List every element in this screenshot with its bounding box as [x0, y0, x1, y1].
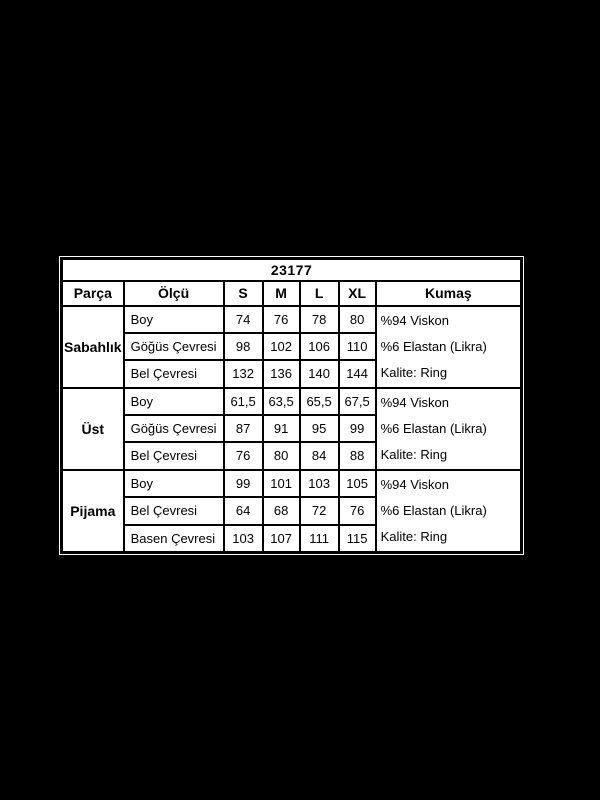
- table-row: Bel Çevresi 64 68 72 76: [62, 496, 522, 526]
- fabric-info-pijama: %94 Viskon %6 Elastan (Likra) Kalite: Ri…: [374, 468, 523, 553]
- size-value: 107: [261, 523, 301, 553]
- size-value: 99: [222, 468, 264, 498]
- size-chart-table: 23177 Parça Ölçü S M L XL Kumaş Sabahlık…: [60, 257, 524, 554]
- size-value: 67,5: [337, 386, 377, 416]
- size-value: 103: [222, 523, 264, 553]
- fabric-line: %94 Viskon: [380, 476, 450, 492]
- fabric-line: %94 Viskon: [380, 312, 450, 328]
- size-value: 72: [298, 496, 340, 526]
- column-header-kumas: Kumaş: [374, 279, 523, 307]
- measure-label: Boy: [122, 304, 225, 334]
- column-header-xl: XL: [337, 279, 377, 307]
- size-value: 144: [337, 359, 377, 389]
- size-value: 78: [298, 304, 340, 334]
- size-value: 63,5: [261, 386, 301, 416]
- size-value: 64: [222, 496, 264, 526]
- fabric-line: %94 Viskon: [380, 394, 450, 410]
- size-value: 99: [337, 413, 377, 444]
- table-row: Göğüs Çevresi 87 91 95 99: [62, 413, 522, 444]
- fabric-line: %6 Elastan (Likra): [380, 420, 487, 436]
- size-value: 136: [261, 359, 301, 389]
- table-row: Göğüs Çevresi 98 102 106 110: [62, 331, 522, 362]
- size-value: 88: [337, 441, 377, 471]
- section-name-sabahlik: Sabahlık: [60, 304, 125, 389]
- size-value: 80: [337, 304, 377, 334]
- fabric-info-ust: %94 Viskon %6 Elastan (Likra) Kalite: Ri…: [374, 386, 523, 471]
- size-value: 132: [222, 359, 264, 389]
- column-header-l: L: [298, 279, 340, 307]
- measure-label: Boy: [122, 386, 225, 416]
- size-value: 103: [298, 468, 340, 498]
- measure-label: Bel Çevresi: [122, 496, 225, 526]
- measure-label: Bel Çevresi: [122, 441, 225, 471]
- size-value: 65,5: [298, 386, 340, 416]
- size-value: 115: [337, 523, 377, 553]
- size-value: 76: [222, 441, 264, 471]
- size-value: 140: [298, 359, 340, 389]
- size-value: 87: [222, 413, 264, 444]
- size-value: 74: [222, 304, 264, 334]
- column-header-olcu: Ölçü: [122, 279, 225, 307]
- measure-label: Bel Çevresi: [122, 359, 225, 389]
- table-row: Sabahlık Boy 74 76 78 80 %94 Viskon %6 E…: [60, 304, 523, 389]
- measure-label: Göğüs Çevresi: [122, 413, 225, 444]
- size-value: 76: [261, 304, 301, 334]
- table-row: Pijama Boy 99 101 103 105 %94 Viskon %6 …: [60, 468, 523, 553]
- fabric-line: %6 Elastan (Likra): [380, 338, 487, 354]
- table-row: Basen Çevresi 103 107 111 115: [62, 523, 522, 553]
- column-header-s: S: [222, 279, 264, 307]
- size-value: 102: [261, 331, 301, 362]
- fabric-line: Kalite: Ring: [380, 364, 448, 380]
- section-name-pijama: Pijama: [60, 468, 125, 553]
- size-chart-container: 23177 Parça Ölçü S M L XL Kumaş Sabahlık…: [59, 256, 525, 555]
- measure-label: Basen Çevresi: [122, 523, 225, 553]
- section-name-ust: Üst: [60, 386, 125, 471]
- fabric-info-sabahlik: %94 Viskon %6 Elastan (Likra) Kalite: Ri…: [374, 304, 523, 389]
- table-row: 23177: [60, 257, 523, 282]
- fabric-line: Kalite: Ring: [380, 528, 448, 544]
- size-value: 110: [337, 331, 377, 362]
- column-header-m: M: [261, 279, 301, 307]
- size-value: 106: [298, 331, 340, 362]
- table-row: Parça Ölçü S M L XL Kumaş: [60, 279, 523, 307]
- measure-label: Göğüs Çevresi: [122, 331, 225, 362]
- fabric-line: Kalite: Ring: [380, 446, 448, 462]
- size-value: 80: [261, 441, 301, 471]
- size-value: 98: [222, 331, 264, 362]
- product-code: 23177: [60, 257, 523, 282]
- measure-label: Boy: [122, 468, 225, 498]
- table-row: Üst Boy 61,5 63,5 65,5 67,5 %94 Viskon %…: [60, 386, 523, 471]
- size-value: 61,5: [222, 386, 264, 416]
- fabric-line: %6 Elastan (Likra): [380, 502, 487, 518]
- size-value: 84: [298, 441, 340, 471]
- table-row: Bel Çevresi 76 80 84 88: [62, 441, 522, 471]
- size-value: 95: [298, 413, 340, 444]
- column-header-parca: Parça: [60, 279, 125, 307]
- size-value: 76: [337, 496, 377, 526]
- size-value: 101: [261, 468, 301, 498]
- table-row: Bel Çevresi 132 136 140 144: [62, 359, 522, 389]
- size-value: 68: [261, 496, 301, 526]
- size-value: 111: [298, 523, 340, 553]
- size-value: 91: [261, 413, 301, 444]
- size-value: 105: [337, 468, 377, 498]
